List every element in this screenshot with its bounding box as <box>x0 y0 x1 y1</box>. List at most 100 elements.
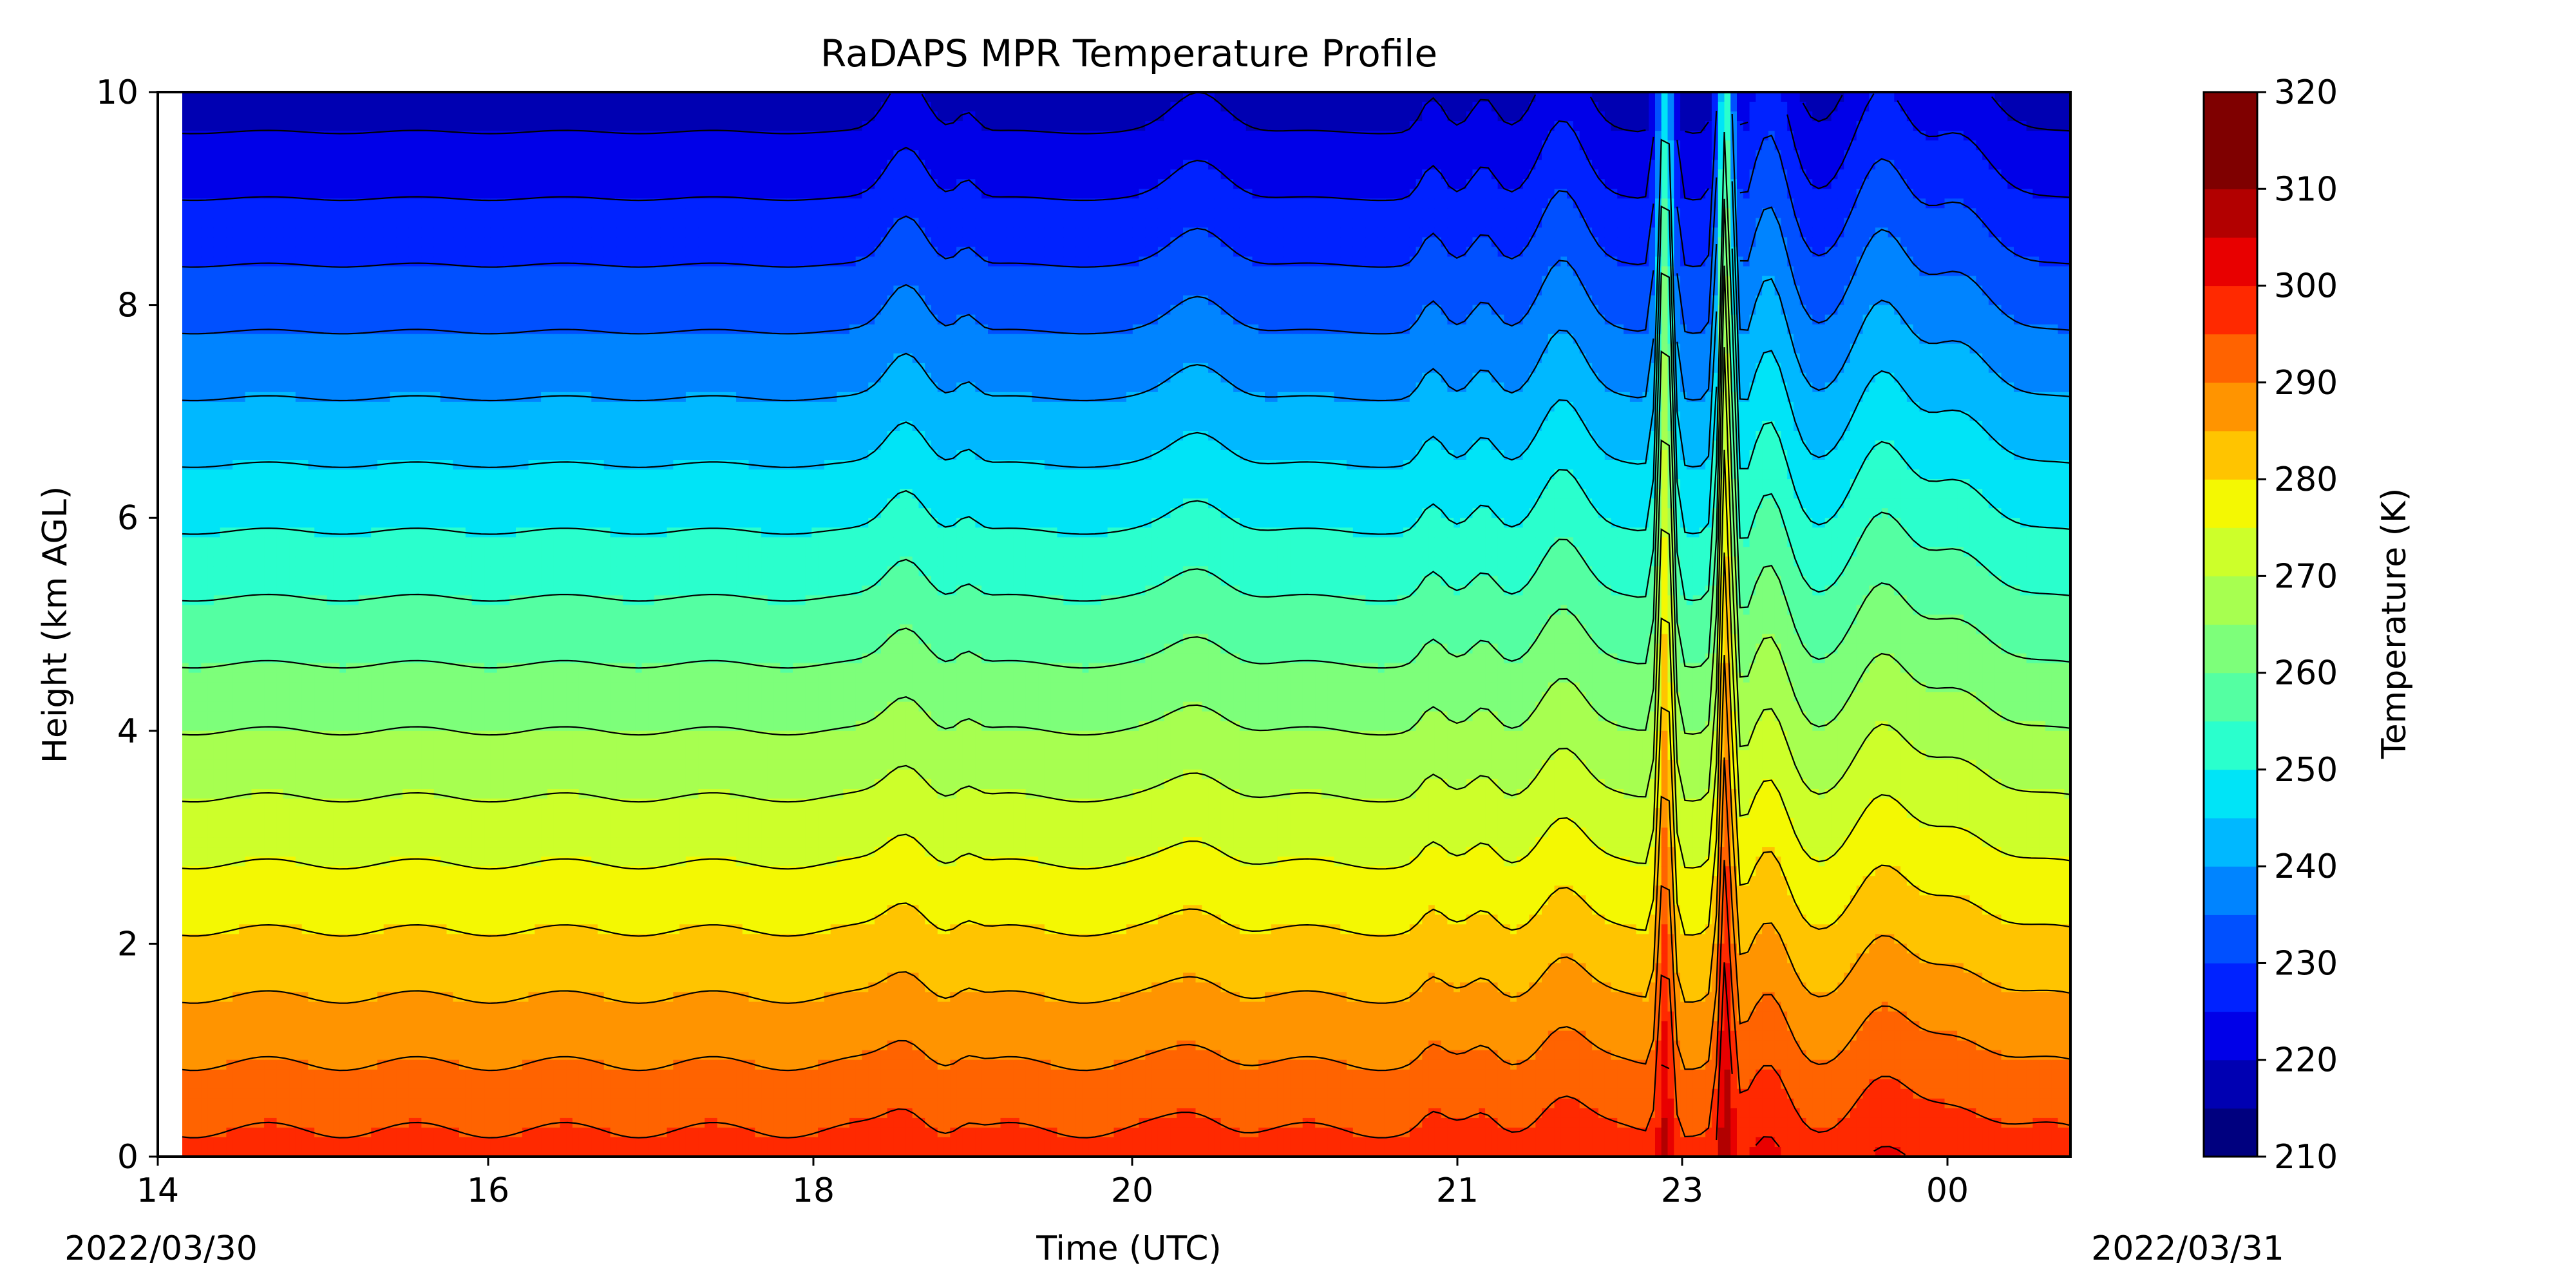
field-cell <box>377 102 384 112</box>
field-cell <box>321 401 328 412</box>
field-cell <box>408 276 416 287</box>
field-cell <box>321 1011 328 1022</box>
field-cell <box>440 895 448 906</box>
field-cell <box>446 102 454 112</box>
field-cell <box>308 818 316 828</box>
field-cell <box>440 431 448 441</box>
field-cell <box>308 585 316 596</box>
field-cell <box>421 1127 428 1138</box>
field-cell <box>276 1147 284 1157</box>
field-cell <box>459 372 466 383</box>
field-cell <box>251 247 259 258</box>
field-cell <box>358 663 366 674</box>
field-cell <box>270 1030 278 1041</box>
field-cell <box>276 711 284 722</box>
field-cell <box>270 624 278 635</box>
field-cell <box>358 605 366 616</box>
field-cell <box>258 1021 265 1032</box>
field-cell <box>415 508 422 518</box>
field-cell <box>459 1137 466 1148</box>
field-cell <box>314 1021 321 1032</box>
field-cell <box>383 440 391 451</box>
field-cell <box>433 1050 441 1061</box>
field-cell <box>258 982 265 993</box>
field-cell <box>333 440 341 451</box>
field-cell <box>295 227 303 238</box>
field-cell <box>321 934 328 945</box>
field-cell <box>213 1050 221 1061</box>
field-cell <box>358 779 366 790</box>
field-cell <box>264 701 271 712</box>
field-cell <box>352 537 359 548</box>
field-cell <box>295 1030 303 1041</box>
field-cell <box>308 972 316 983</box>
field-cell <box>440 440 448 451</box>
field-cell <box>188 295 196 306</box>
field-cell <box>308 576 316 587</box>
field-cell <box>428 934 435 945</box>
field-cell <box>226 682 233 693</box>
field-cell <box>339 857 346 867</box>
field-cell <box>314 460 321 470</box>
field-cell <box>226 431 233 441</box>
field-cell <box>251 160 259 170</box>
field-cell <box>232 537 240 548</box>
field-cell <box>201 140 208 151</box>
field-cell <box>371 886 378 896</box>
field-cell <box>258 498 265 509</box>
field-cell <box>396 818 403 828</box>
field-cell <box>428 266 435 277</box>
field-cell <box>433 479 441 489</box>
field-cell <box>308 1098 316 1109</box>
field-cell <box>289 169 296 180</box>
field-cell <box>314 789 321 799</box>
field-cell <box>264 1001 271 1012</box>
field-cell <box>440 653 448 664</box>
field-cell <box>295 527 303 538</box>
field-cell <box>465 401 473 412</box>
field-cell <box>433 924 441 935</box>
field-cell <box>251 566 259 577</box>
field-cell <box>321 353 328 364</box>
field-cell <box>226 421 233 431</box>
field-cell <box>321 963 328 974</box>
field-cell <box>276 247 284 258</box>
field-cell <box>220 431 227 441</box>
field-cell <box>308 276 316 287</box>
field-cell <box>333 1079 341 1090</box>
field-cell <box>433 1137 441 1148</box>
field-cell <box>321 799 328 809</box>
field-cell <box>346 924 353 935</box>
field-cell <box>314 1069 321 1080</box>
field-cell <box>220 1098 227 1109</box>
field-cell <box>201 111 208 122</box>
field-cell <box>433 982 441 993</box>
field-cell <box>264 208 271 219</box>
field-cell <box>440 847 448 857</box>
field-cell <box>213 992 221 1003</box>
field-cell <box>339 401 346 412</box>
field-cell <box>408 779 416 790</box>
field-cell <box>239 450 246 460</box>
field-cell <box>314 585 321 596</box>
field-cell <box>314 508 321 518</box>
field-cell <box>321 179 328 189</box>
field-cell <box>402 266 410 277</box>
field-cell <box>371 1127 378 1138</box>
field-cell <box>346 189 353 200</box>
field-cell <box>402 847 410 857</box>
field-cell <box>327 160 334 170</box>
field-cell <box>276 314 284 325</box>
field-cell <box>415 401 422 412</box>
field-cell <box>365 789 372 799</box>
field-cell <box>352 789 359 799</box>
field-cell <box>390 914 397 925</box>
field-cell <box>453 818 460 828</box>
field-cell <box>383 363 391 374</box>
field-cell <box>239 614 246 625</box>
field-cell <box>226 537 233 548</box>
field-cell <box>459 179 466 189</box>
field-cell <box>289 285 296 296</box>
field-cell <box>465 247 473 258</box>
field-cell <box>390 1011 397 1022</box>
